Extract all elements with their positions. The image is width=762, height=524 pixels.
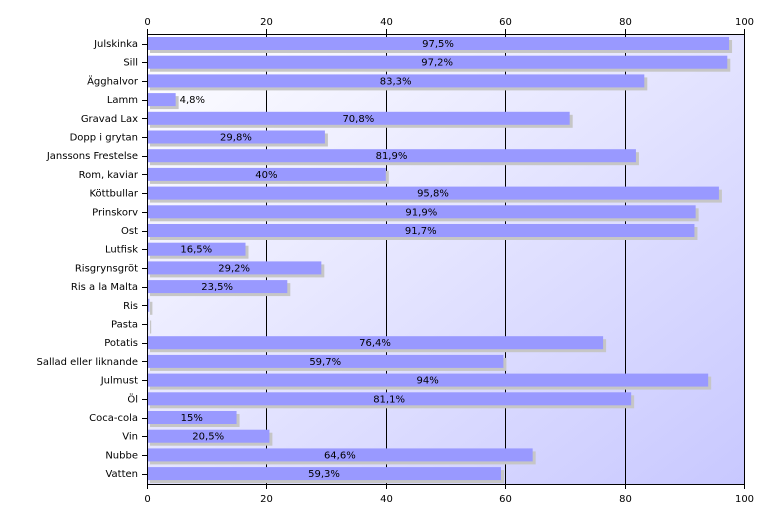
x-tick-label-top: 0 [144, 17, 150, 28]
data-label: 81,1% [373, 394, 405, 405]
category-label: Julmust [100, 376, 138, 387]
bar [147, 93, 176, 107]
bar [147, 167, 386, 181]
category-label: Ägghalvor [87, 74, 139, 87]
category-label: Vin [122, 432, 138, 443]
category-label: Rom, kaviar [79, 170, 139, 181]
data-label: 95,8% [417, 189, 449, 200]
x-tick-label-top: 20 [260, 17, 273, 28]
category-label: Lutfisk [105, 245, 138, 256]
category-label: Vatten [105, 469, 138, 480]
x-tick-label-bottom: 100 [735, 494, 754, 505]
category-label: Janssons Frestelse [46, 151, 138, 162]
bar [147, 411, 237, 424]
data-label: 83,3% [380, 76, 412, 87]
category-label: Ost [121, 226, 138, 237]
axes: 0 0 20 20 40 40 60 60 80 80 100 100 Julskinka Sill Ägg… [37, 17, 755, 505]
category-label: Gravad Lax [81, 114, 138, 125]
category-label: Prinskorv [92, 207, 138, 218]
plot-area [147, 34, 744, 484]
data-label: 97,5% [422, 39, 454, 50]
category-label: Nubbe [105, 450, 138, 461]
data-label: 40% [255, 170, 277, 181]
bar [147, 354, 504, 368]
data-label: 81,9% [376, 151, 408, 162]
bar [147, 261, 322, 275]
data-label: 76,4% [359, 338, 391, 349]
bar [147, 298, 150, 312]
bar [147, 186, 719, 200]
bar [147, 55, 728, 69]
x-tick-label-bottom: 0 [144, 494, 150, 505]
data-label: 91,9% [405, 207, 437, 218]
data-label: 16,5% [180, 245, 212, 256]
x-tick-label-top: 40 [380, 17, 393, 28]
data-label: 4,8% [180, 95, 205, 106]
bar [147, 336, 604, 350]
data-label: 15% [181, 413, 203, 424]
bar [147, 37, 730, 50]
data-label: 97,2% [421, 58, 453, 69]
x-tick-label-bottom: 60 [499, 494, 512, 505]
category-label: Pasta [111, 320, 138, 331]
data-label: 91,7% [405, 226, 437, 237]
data-label: 23,5% [201, 282, 233, 293]
data-label: 20,5% [192, 432, 224, 443]
category-label: Coca-cola [89, 413, 138, 424]
data-label: 29,8% [220, 133, 252, 144]
bar [147, 149, 636, 163]
data-label: 94% [416, 376, 438, 387]
bar [147, 242, 246, 256]
bar [147, 373, 709, 387]
x-tick-label-top: 80 [619, 17, 632, 28]
bar [147, 205, 696, 219]
bar [147, 467, 502, 481]
bar [147, 280, 288, 294]
x-tick-label-top: 100 [735, 17, 754, 28]
category-label: Dopp i grytan [70, 133, 138, 144]
data-label: 64,6% [324, 450, 356, 461]
bars: 97,5% 97,2% 83,3% 4,8% 70,8% 29,8% 81,9% 40% 95,… [147, 37, 733, 484]
data-label: 59,7% [309, 357, 341, 368]
bar [147, 74, 645, 88]
bar [147, 429, 270, 443]
x-tick-label-bottom: 80 [619, 494, 632, 505]
category-label: Sallad eller liknande [37, 357, 139, 368]
category-label: Lamm [107, 95, 138, 106]
category-label: Ris [123, 301, 138, 312]
bar-shadow [150, 320, 152, 334]
bar [147, 130, 325, 144]
x-tick-label-bottom: 40 [380, 494, 393, 505]
bar [147, 392, 632, 406]
category-label: Sill [123, 58, 138, 69]
bar-shadow [150, 301, 153, 315]
x-tick-label-bottom: 20 [260, 494, 273, 505]
grid-lines [266, 34, 745, 484]
data-label: 59,3% [308, 469, 340, 480]
x-tick-label-top: 60 [499, 17, 512, 28]
data-label: 29,2% [218, 263, 250, 274]
bar [147, 448, 533, 462]
data-label: 70,8% [342, 114, 374, 125]
bar [147, 111, 570, 125]
category-label: Risgrynsgröt [75, 263, 138, 274]
category-label: Öl [127, 392, 138, 405]
category-label: Köttbullar [89, 189, 138, 200]
category-label: Ris a la Malta [71, 282, 138, 293]
category-label: Julskinka [93, 39, 138, 50]
category-label: Potatis [104, 338, 138, 349]
bar [147, 224, 695, 237]
